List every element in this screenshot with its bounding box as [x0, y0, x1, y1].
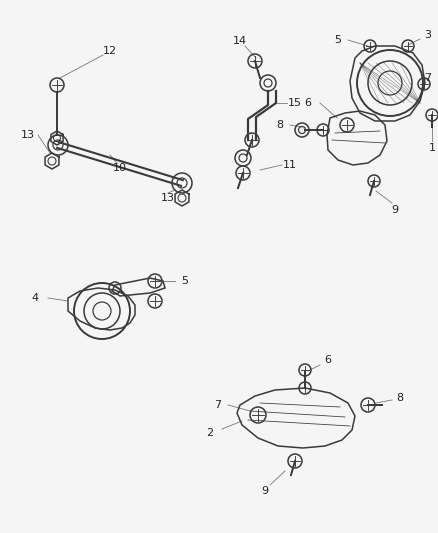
- Text: 3: 3: [424, 30, 431, 40]
- Text: 10: 10: [113, 163, 127, 173]
- Text: 5: 5: [335, 35, 342, 45]
- Text: 11: 11: [283, 160, 297, 170]
- Text: 13: 13: [161, 193, 175, 203]
- Text: 1: 1: [428, 143, 435, 153]
- Text: 13: 13: [21, 130, 35, 140]
- Text: 8: 8: [396, 393, 403, 403]
- Text: 4: 4: [32, 293, 39, 303]
- Text: 15: 15: [288, 98, 302, 108]
- Text: 6: 6: [325, 355, 332, 365]
- Text: 9: 9: [392, 205, 399, 215]
- Text: 5: 5: [181, 276, 188, 286]
- Text: 9: 9: [261, 486, 268, 496]
- Text: 14: 14: [233, 36, 247, 46]
- Text: 7: 7: [215, 400, 222, 410]
- Text: 12: 12: [103, 46, 117, 56]
- Text: 2: 2: [206, 428, 214, 438]
- Text: 6: 6: [304, 98, 311, 108]
- Text: 7: 7: [424, 73, 431, 83]
- Text: 8: 8: [276, 120, 283, 130]
